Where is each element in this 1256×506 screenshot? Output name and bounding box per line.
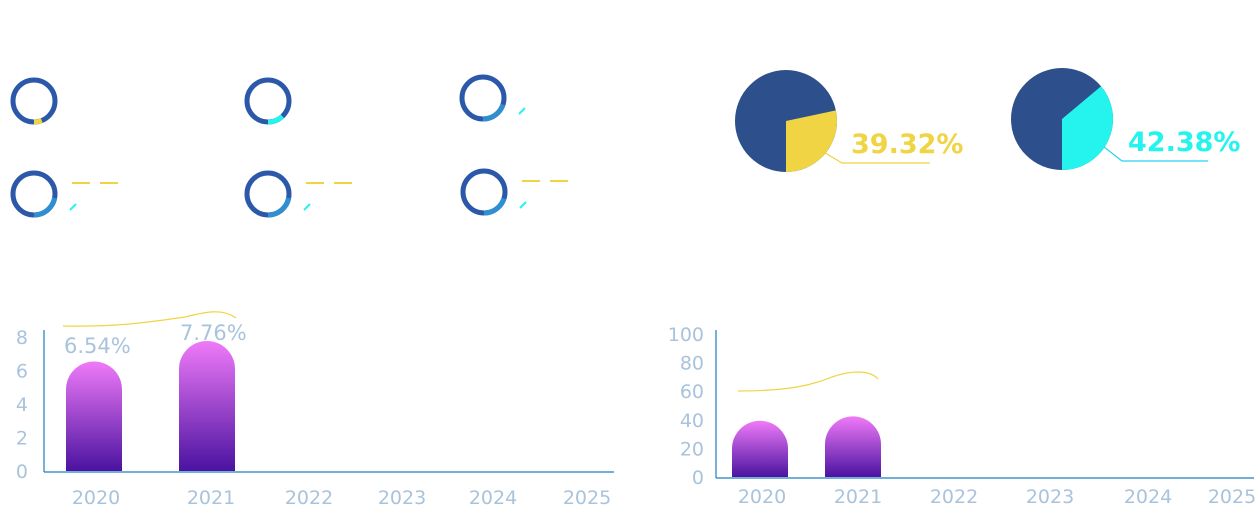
right-chart: 0 20 40 60 80 100 2020 2021 2022 2023 2024 2025 [668,324,1256,506]
y-tick-label: 0 [16,461,28,483]
ring-track [244,77,292,125]
x-tick-label: 2021 [834,486,882,506]
x-tick-label: 2022 [285,487,333,506]
ring-gauge-2 [244,77,292,125]
ring-fill [244,170,292,218]
x-tick-label: 2025 [563,487,611,506]
ring-slash-mark [303,203,311,211]
pie-chart-2 [1011,68,1113,170]
x-tick-label: 2020 [738,486,786,506]
ring-slash-mark [519,201,527,209]
ring-gauge-4 [10,170,118,218]
x-tick-label: 2024 [469,487,517,506]
y-tick-label: 100 [668,324,704,346]
ring-fill [10,77,58,125]
ring-slash-mark [69,203,77,211]
y-tick-label: 2 [16,428,28,450]
ring-gauge-3 [459,74,526,122]
bar-2021 [179,341,236,471]
ring-slash-mark [518,107,526,115]
left-chart: 0 2 4 6 8 2020 2021 2022 2023 2024 2025 6.54% 7.76… [16,311,614,506]
right-trend-curve [737,371,879,392]
y-tick-label: 8 [16,327,28,349]
y-tick-label: 4 [16,394,28,416]
pie-value-slice [786,110,837,172]
ring-gauge-5 [244,170,352,218]
ring-track [10,77,58,125]
pie-2-label: 42.38% [1128,127,1240,158]
ring-fill [244,77,292,125]
x-tick-label: 2022 [930,486,978,506]
y-tick-label: 40 [680,410,704,432]
ring-fill [459,74,507,122]
pie-1-label-group: 39.32% [811,129,963,164]
x-tick-label: 2024 [1124,486,1172,506]
y-tick-label: 0 [692,467,704,489]
y-tick-label: 20 [680,438,704,460]
bar-2021 [825,416,881,477]
ring-gauge-1 [10,77,58,125]
left-trend-curve [62,311,237,327]
pie-chart-1 [735,70,837,172]
bar-data-label: 6.54% [64,334,131,358]
y-tick-label: 80 [680,353,704,375]
pie-value-slice [1062,86,1113,170]
ring-gauge-6 [460,168,568,216]
pie-2-label-group: 42.38% [1089,127,1240,162]
y-tick-label: 6 [16,361,28,383]
x-tick-label: 2020 [72,487,120,506]
ring-fill [10,170,58,218]
bar-2020 [66,361,122,471]
x-tick-label: 2023 [1026,486,1074,506]
x-tick-label: 2021 [187,487,235,506]
x-tick-label: 2025 [1208,486,1256,506]
pie-1-label: 39.32% [851,129,963,160]
bar-2020 [732,420,788,477]
x-tick-label: 2023 [378,487,426,506]
y-tick-label: 60 [680,381,704,403]
bar-data-label: 7.76% [180,321,247,345]
